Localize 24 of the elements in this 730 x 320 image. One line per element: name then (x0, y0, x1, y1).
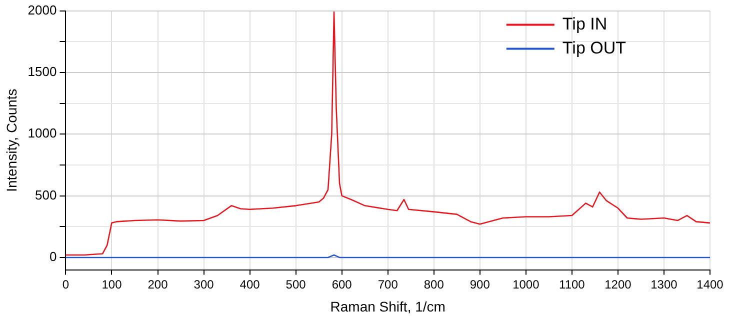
y-axis-title: Intensity, Counts (3, 88, 20, 192)
x-tick-label: 1400 (696, 277, 724, 292)
x-tick-label: 600 (332, 277, 352, 292)
y-tick-label: 1000 (28, 126, 57, 141)
x-tick-label: 1000 (512, 277, 540, 292)
y-tick-label: 0 (49, 249, 57, 264)
x-tick-label: 900 (470, 277, 490, 292)
legend-label: Tip IN (562, 14, 608, 34)
x-tick-label: 0 (62, 277, 70, 292)
y-tick-label: 2000 (28, 2, 57, 18)
x-axis-title: Raman Shift, 1/cm (330, 298, 446, 314)
x-tick-label: 300 (194, 277, 214, 292)
x-tick-label: 500 (286, 277, 306, 292)
x-tick-label: 1200 (604, 277, 632, 292)
x-tick-label: 800 (424, 277, 444, 292)
legend-label: Tip OUT (562, 38, 626, 58)
x-tick-label: 700 (378, 277, 398, 292)
y-tick-label: 1500 (28, 64, 57, 80)
y-tick-label: 500 (35, 187, 57, 202)
x-tick-label: 100 (102, 277, 122, 292)
x-tick-label: 400 (240, 277, 260, 292)
x-tick-label: 200 (148, 277, 168, 292)
x-tick-label: 1300 (650, 277, 678, 292)
x-tick-label: 1100 (559, 277, 586, 292)
